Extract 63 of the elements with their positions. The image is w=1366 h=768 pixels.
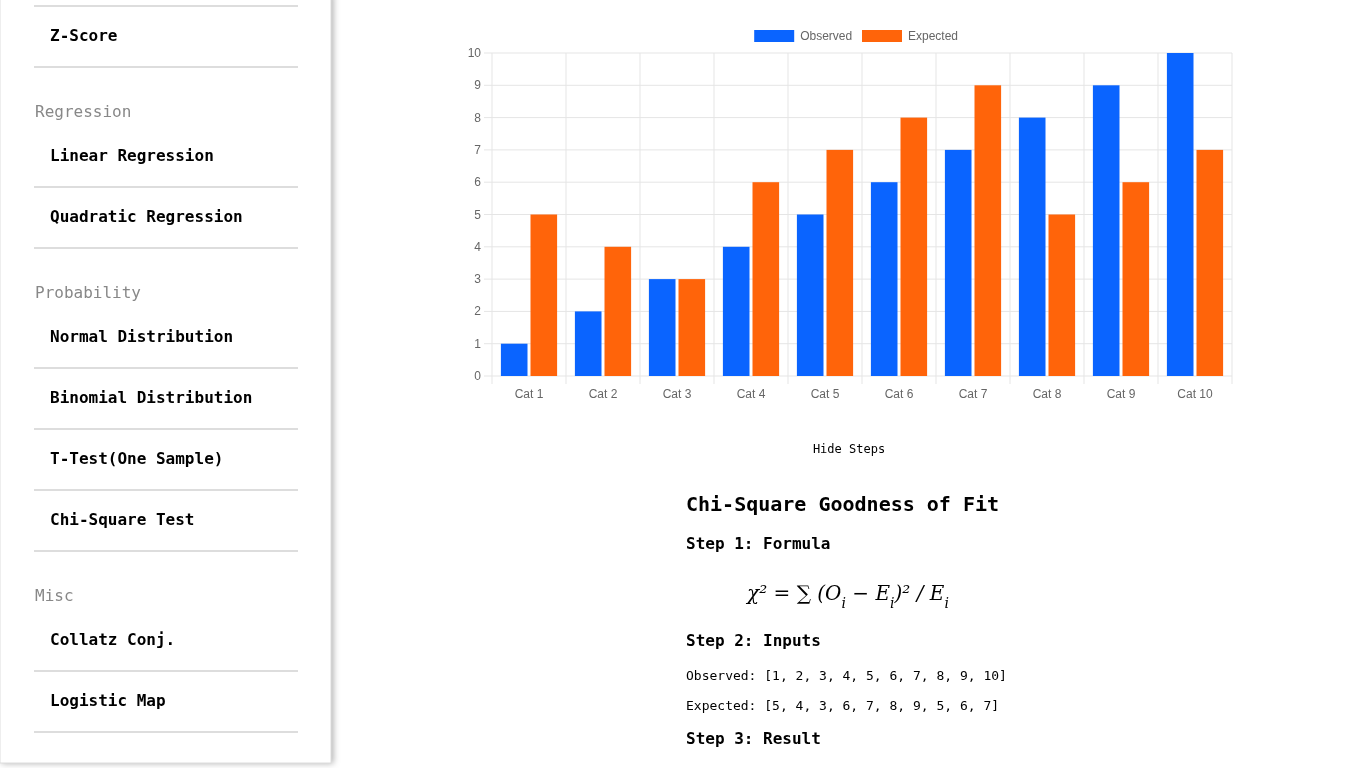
bar [1092, 85, 1120, 376]
text: Collatz Conj. [50, 630, 176, 649]
text: Quadratic Regression [50, 207, 243, 226]
y-tick-label: 8 [474, 110, 482, 125]
bar [974, 85, 1002, 376]
y-tick-label: 0 [474, 369, 482, 383]
bar [722, 246, 750, 376]
bar [500, 343, 528, 376]
x-tick-label: Cat 9 [1106, 387, 1136, 401]
text: Logistic Map [50, 691, 166, 710]
y-tick-label: 6 [474, 175, 482, 190]
x-tick-label: Cat 1 [514, 387, 544, 401]
bar [530, 214, 558, 376]
text: Normal Distribution [50, 327, 234, 346]
text: Regression [35, 102, 132, 121]
bar [1166, 53, 1194, 376]
x-tick-label: Cat 5 [810, 387, 840, 401]
text: Z-Score [50, 26, 118, 45]
bar [574, 311, 602, 376]
text: Hide Steps [812, 442, 886, 456]
bar [604, 246, 632, 376]
text: Step 3: Result [686, 729, 821, 748]
bar [1048, 214, 1076, 376]
text: Binomial Distribution [50, 388, 253, 407]
text: Chi-Square Goodness of Fit [686, 492, 1000, 516]
bar [1196, 149, 1224, 376]
text: Observed: [1, 2, 3, 4, 5, 6, 7, 8, 9, 10] [686, 668, 1007, 683]
x-tick-label: Cat 3 [662, 387, 692, 401]
text: Step 2: Inputs [686, 631, 821, 650]
text: Misc [35, 586, 74, 605]
bar [1018, 117, 1046, 376]
bar [944, 149, 972, 376]
x-tick-label: Cat 10 [1177, 387, 1213, 401]
y-tick-label: 2 [474, 304, 482, 319]
y-tick-label: 5 [474, 207, 482, 222]
y-tick-label: 7 [474, 142, 482, 157]
text: χ² = ∑ (O$_{i}$ − E$_{i}$)² / E$_{i}$ [745, 581, 949, 611]
bar [1122, 182, 1150, 376]
text: Expected: [5, 4, 3, 6, 7, 8, 9, 5, 6, 7] [686, 698, 1000, 713]
y-tick-label: 10 [467, 46, 482, 60]
x-tick-label: Cat 8 [1032, 387, 1062, 401]
text: T-Test(One Sample) [50, 449, 224, 468]
y-tick-label: 9 [474, 78, 482, 93]
y-tick-label: 3 [474, 272, 482, 287]
bar [826, 149, 854, 376]
bar [870, 182, 898, 376]
bar [796, 214, 824, 376]
x-tick-label: Cat 2 [588, 387, 618, 401]
y-tick-label: 1 [474, 336, 482, 351]
x-tick-label: Cat 7 [958, 387, 988, 401]
x-tick-label: Cat 6 [884, 387, 914, 401]
bar [648, 279, 676, 376]
bar [752, 182, 780, 376]
bar [900, 117, 928, 376]
text: Chi-Square Test [50, 510, 195, 529]
legend-label: Expected [908, 29, 959, 43]
text: Probability [35, 283, 142, 302]
x-tick-label: Cat 4 [736, 387, 766, 401]
legend-label: Observed [800, 29, 853, 43]
text: Step 1: Formula [686, 534, 831, 553]
y-tick-label: 4 [474, 239, 482, 254]
bar [678, 279, 706, 376]
text: Linear Regression [50, 146, 214, 165]
